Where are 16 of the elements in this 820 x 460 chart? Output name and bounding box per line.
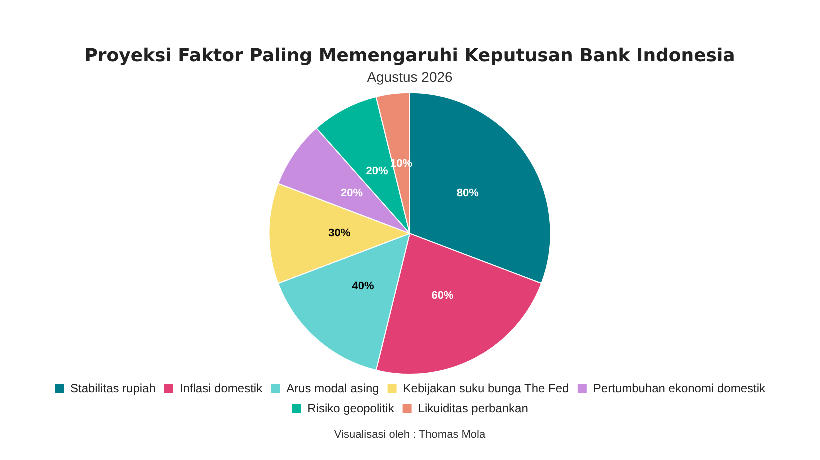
legend-label: Risiko geopolitik xyxy=(308,401,396,416)
legend-label: Inflasi domestik xyxy=(180,381,264,396)
data-label: 80% xyxy=(456,188,480,200)
data-label: 20% xyxy=(366,165,389,178)
text: Visualisasi oleh : Thomas Mola xyxy=(333,428,487,443)
legend-label: Kebijakan suku bunga The Fed xyxy=(403,381,570,396)
data-label: 30% xyxy=(328,228,351,240)
legend-label: Pertumbuhan ekonomi domestik xyxy=(593,381,766,396)
legend-label: Stabilitas rupiah xyxy=(70,381,156,396)
data-label: 60% xyxy=(432,290,454,302)
legend-label: Likuiditas perbankan xyxy=(418,401,528,416)
data-label: 20% xyxy=(341,188,364,200)
legend-label: Arus modal asing xyxy=(286,381,380,396)
chart-title: Proyeksi Faktor Paling Memengaruhi Keputusan Bank Indonesia xyxy=(84,45,736,66)
data-label: 40% xyxy=(352,280,375,292)
chart-subtitle: Agustus 2026 xyxy=(367,68,454,85)
